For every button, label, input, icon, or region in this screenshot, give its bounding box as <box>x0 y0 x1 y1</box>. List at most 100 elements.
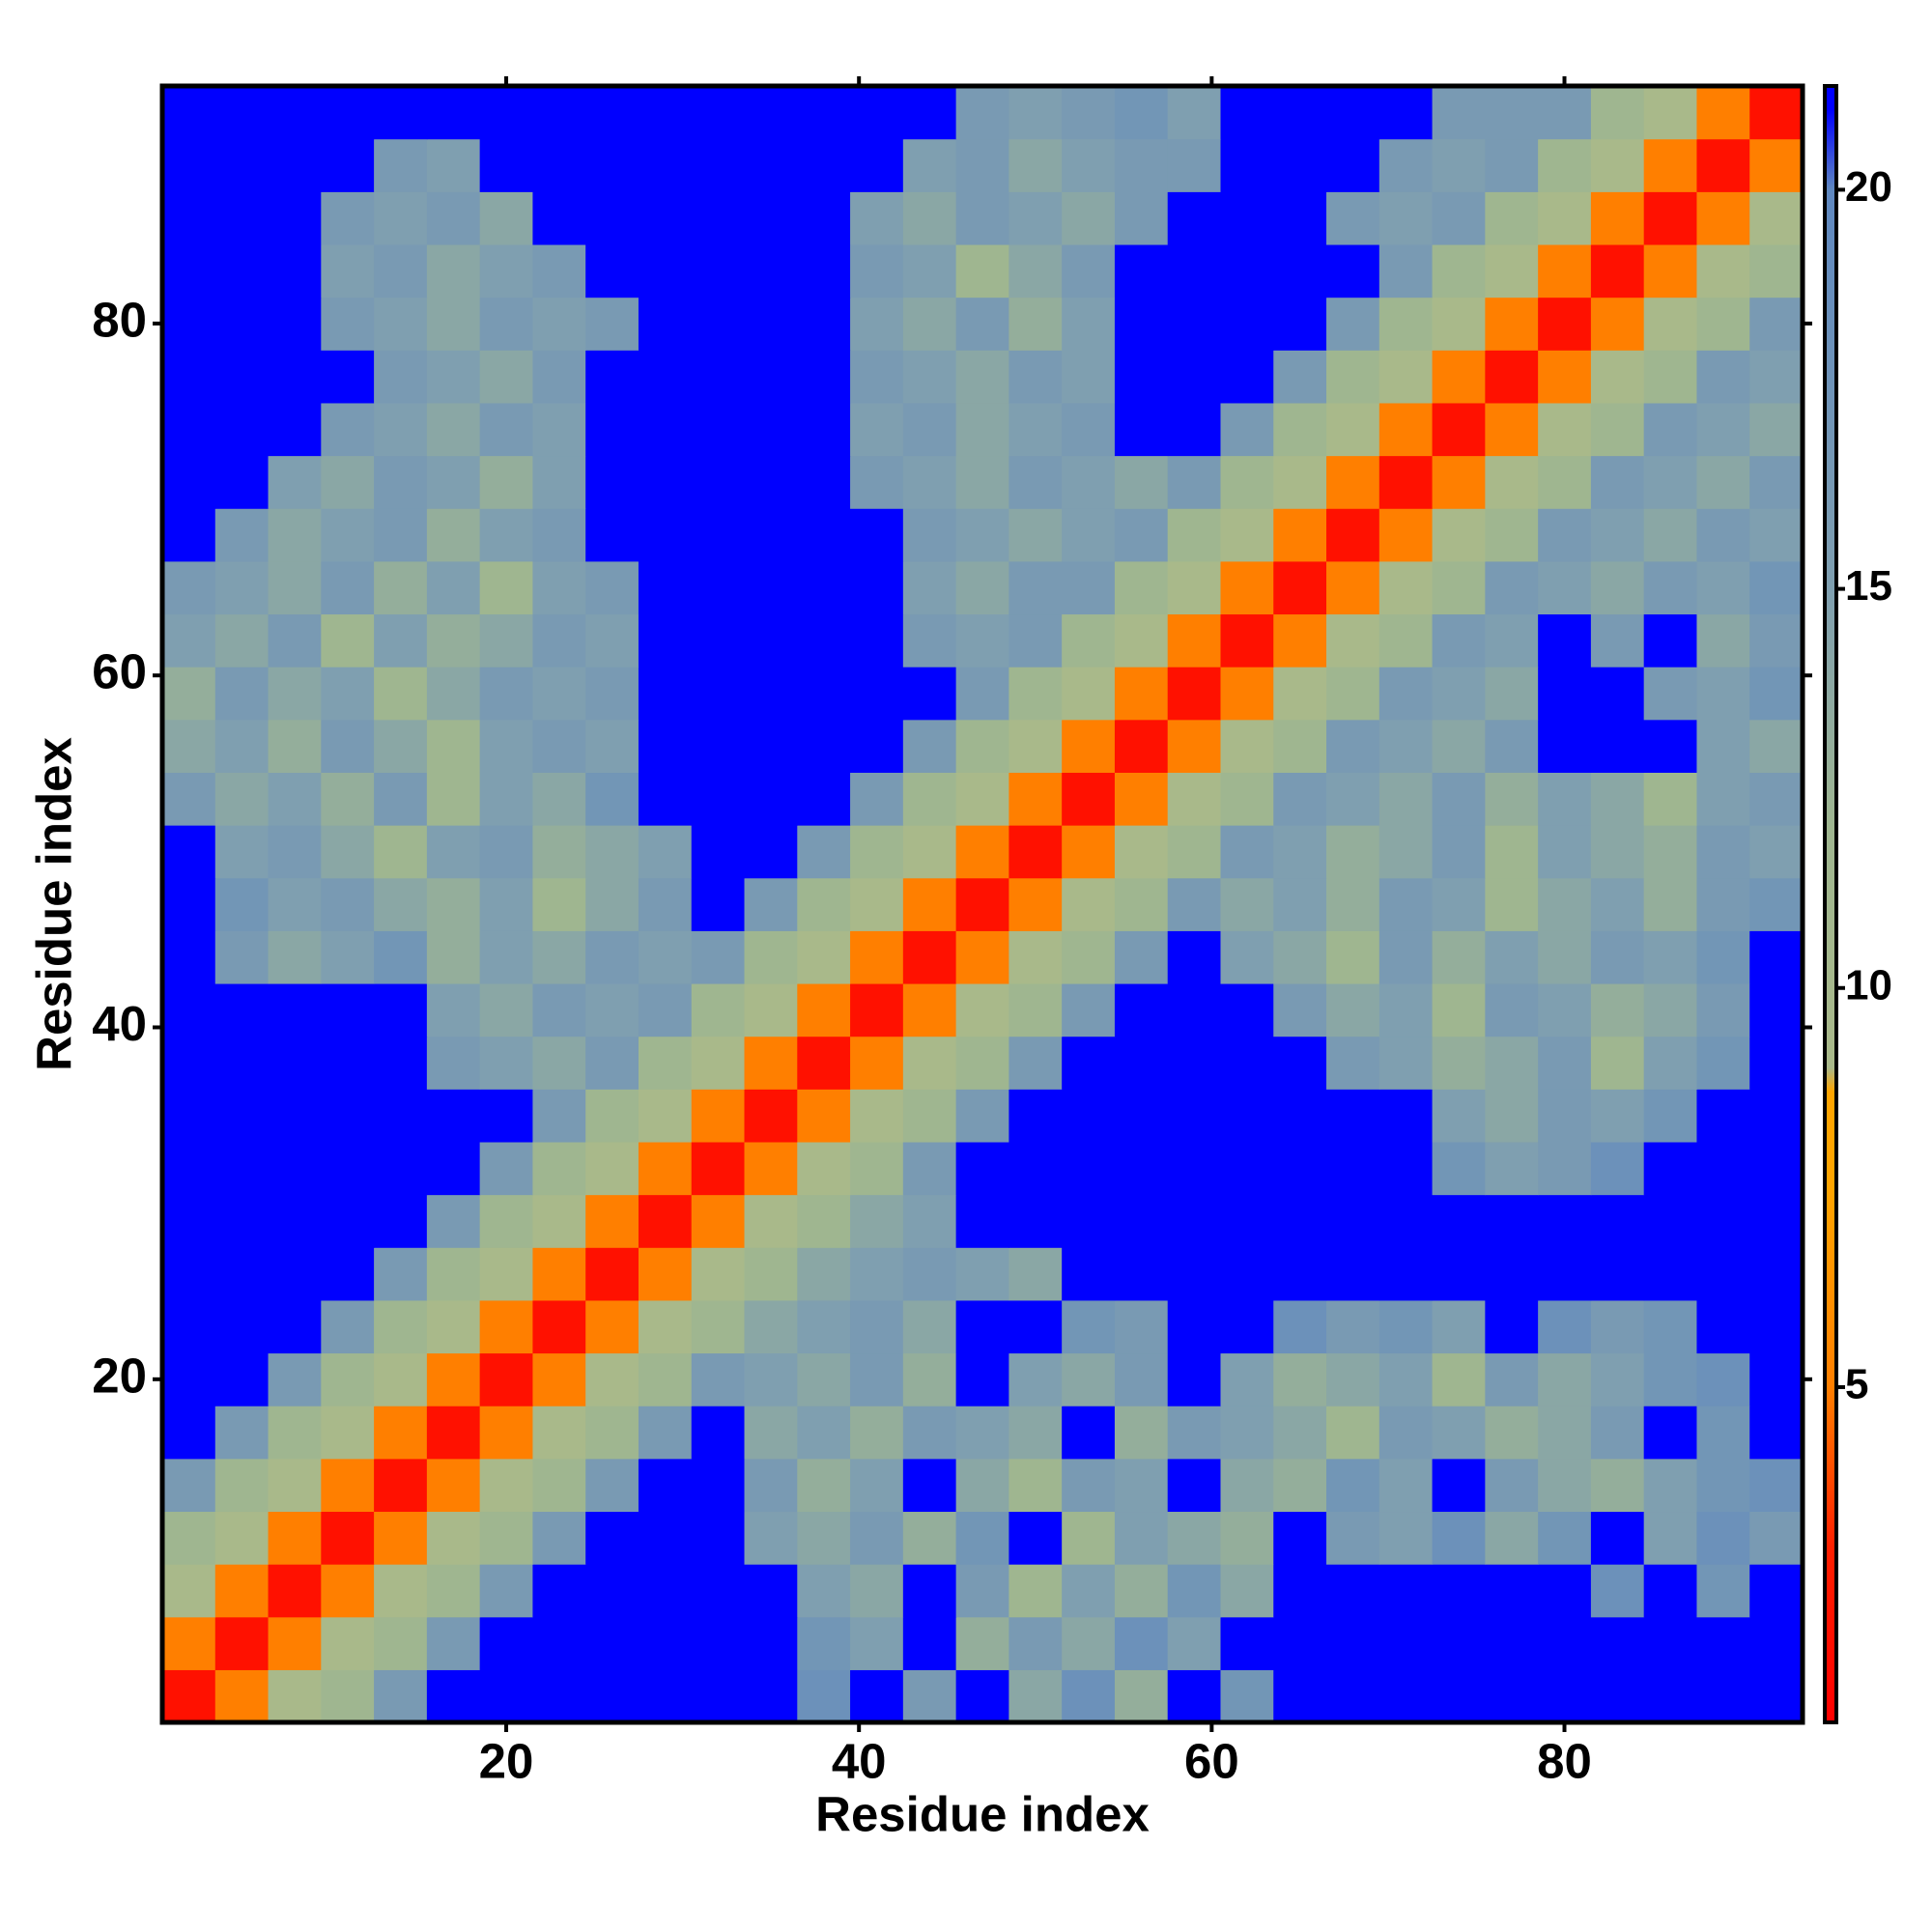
heatmap-cell <box>1167 982 1222 1037</box>
heatmap-cell <box>850 138 904 192</box>
heatmap-cell <box>902 1511 957 1565</box>
heatmap-cell <box>426 350 481 404</box>
heatmap-cell <box>1220 1247 1274 1301</box>
heatmap-cell <box>479 613 534 668</box>
heatmap-cell <box>1643 1247 1698 1301</box>
heatmap-cell <box>691 1299 746 1354</box>
heatmap-cell <box>479 1406 534 1460</box>
heatmap-cell <box>850 1299 904 1354</box>
heatmap-cell <box>1114 86 1169 140</box>
heatmap-cell <box>479 1299 534 1354</box>
heatmap-cell <box>744 1089 798 1143</box>
heatmap-cell <box>1326 613 1380 668</box>
heatmap-cell <box>374 243 428 298</box>
heatmap-cell <box>1485 1669 1539 1723</box>
heatmap-cell <box>1485 1247 1539 1301</box>
heatmap-cell <box>532 719 586 773</box>
heatmap-cell <box>1378 1511 1434 1565</box>
heatmap-cell <box>1378 402 1434 457</box>
heatmap-cell <box>1378 138 1434 192</box>
heatmap-cell <box>955 1406 1009 1460</box>
heatmap-cell <box>162 402 216 457</box>
heatmap-cell <box>1538 1299 1592 1354</box>
heatmap-cell <box>691 1089 746 1143</box>
heatmap-cell <box>1114 1141 1169 1196</box>
heatmap-cell <box>214 86 270 140</box>
heatmap-cell <box>1009 243 1063 298</box>
heatmap-cell <box>585 719 639 773</box>
heatmap-cell <box>797 877 851 931</box>
heatmap-cell <box>744 86 798 140</box>
heatmap-cell <box>744 1458 798 1513</box>
heatmap-cell <box>1378 1089 1434 1143</box>
heatmap-cell <box>1485 1141 1539 1196</box>
heatmap-cell <box>850 1194 904 1248</box>
heatmap-cell <box>902 508 957 562</box>
heatmap-cell <box>638 930 693 984</box>
heatmap-cell <box>1009 1616 1063 1670</box>
heatmap-cell <box>1220 1089 1274 1143</box>
heatmap-cell <box>1273 86 1327 140</box>
heatmap-cell <box>532 191 586 245</box>
heatmap-cell <box>1009 1458 1063 1513</box>
heatmap-cell <box>1696 1194 1750 1248</box>
heatmap-cell <box>321 613 375 668</box>
heatmap-cell <box>1167 667 1222 721</box>
heatmap-cell <box>321 1352 375 1406</box>
heatmap-cell <box>1696 877 1750 931</box>
heatmap-cell <box>1749 613 1804 668</box>
heatmap-cell <box>691 1406 746 1460</box>
heatmap-cell <box>1220 455 1274 509</box>
heatmap-cell <box>1432 982 1486 1037</box>
heatmap-cell <box>214 1036 270 1090</box>
heatmap-cell <box>797 191 851 245</box>
heatmap-cell <box>479 1669 534 1723</box>
heatmap-cell <box>797 1406 851 1460</box>
heatmap-cell <box>585 560 639 615</box>
heatmap-cell <box>1220 1511 1274 1565</box>
heatmap-cell <box>1643 1406 1698 1460</box>
heatmap-cell <box>268 297 322 351</box>
heatmap-cell <box>744 1141 798 1196</box>
heatmap-cell <box>1326 1194 1380 1248</box>
heatmap-cell <box>1326 1406 1380 1460</box>
heatmap-cell <box>426 613 481 668</box>
heatmap-cell <box>162 613 216 668</box>
heatmap-cell <box>162 350 216 404</box>
heatmap-cell <box>374 1036 428 1090</box>
heatmap-cell <box>691 297 746 351</box>
heatmap-cell <box>1326 1247 1380 1301</box>
heatmap-cell <box>1220 982 1274 1037</box>
heatmap-cell <box>1009 719 1063 773</box>
heatmap-cell <box>1273 613 1327 668</box>
heatmap-cell <box>744 191 798 245</box>
heatmap-cell <box>479 508 534 562</box>
heatmap-cell <box>1696 719 1750 773</box>
heatmap-cell <box>955 138 1009 192</box>
heatmap-cell <box>321 1406 375 1460</box>
heatmap-cell <box>1643 1616 1698 1670</box>
heatmap-cell <box>532 402 586 457</box>
heatmap-cell <box>1749 1194 1804 1248</box>
heatmap-cell <box>691 1247 746 1301</box>
heatmap-cell <box>1273 350 1327 404</box>
heatmap-cell <box>744 350 798 404</box>
heatmap-cell <box>1485 1564 1539 1618</box>
heatmap-cell <box>638 772 693 826</box>
heatmap-cell <box>479 1036 534 1090</box>
heatmap-cell <box>268 719 322 773</box>
heatmap-cell <box>426 1036 481 1090</box>
heatmap-cell <box>532 1141 586 1196</box>
heatmap-cell <box>955 877 1009 931</box>
heatmap-cell <box>374 560 428 615</box>
heatmap-cell <box>426 719 481 773</box>
heatmap-cell <box>214 825 270 879</box>
heatmap-cell <box>1167 1458 1222 1513</box>
heatmap-cell <box>1114 560 1169 615</box>
heatmap-cell <box>744 402 798 457</box>
heatmap-cell <box>1696 1406 1750 1460</box>
heatmap-cell <box>1432 930 1486 984</box>
heatmap-cell <box>1643 1194 1698 1248</box>
heatmap-cell <box>374 297 428 351</box>
heatmap-cell <box>1590 1089 1645 1143</box>
